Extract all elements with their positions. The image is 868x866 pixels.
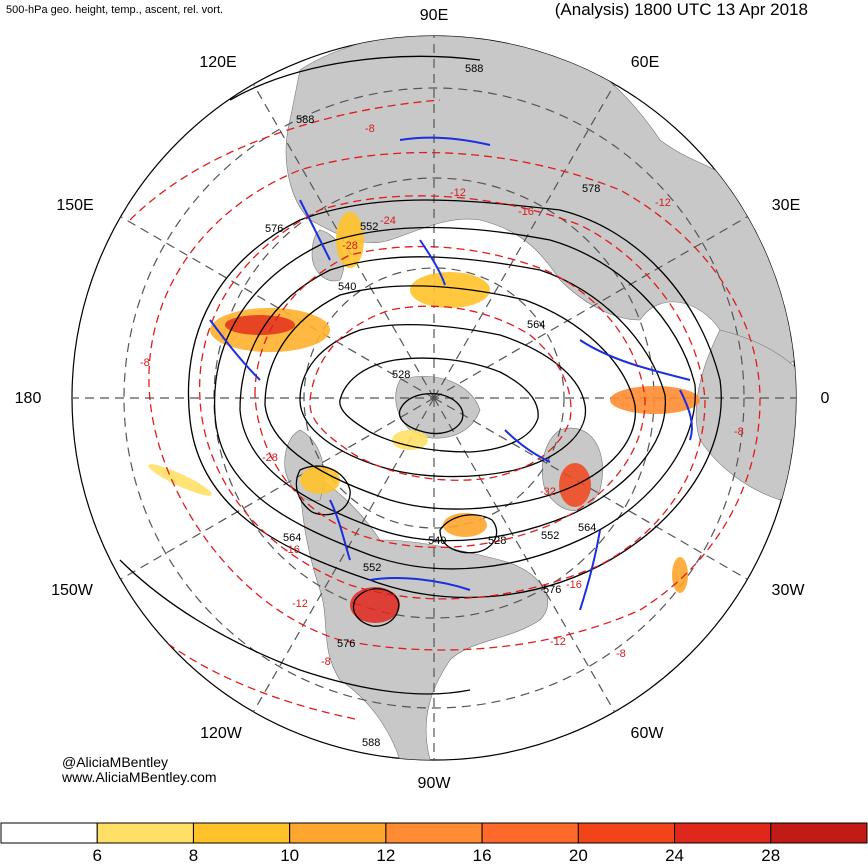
temperature-label: -12	[550, 636, 566, 648]
temperature-label: -8	[140, 357, 150, 369]
lon-label-60e: 60E	[631, 54, 659, 71]
colorbar-cell	[289, 822, 387, 844]
height-label: 564	[578, 522, 596, 534]
temperature-label: -28	[342, 240, 358, 252]
temperature-label: -8	[365, 123, 375, 135]
colorbar-tick-label: 16	[472, 846, 492, 865]
lon-label-150e: 150E	[56, 197, 93, 214]
lon-label-30e: 30E	[772, 197, 800, 214]
temperature-label: -12	[450, 187, 466, 199]
colorbar-cell	[770, 822, 868, 844]
credit-website: www.AliciaMBentley.com	[62, 769, 217, 785]
lon-label-120e: 120E	[199, 54, 236, 71]
colorbar-cell	[674, 822, 772, 844]
height-contours	[119, 55, 722, 695]
temperature-label: -16	[284, 544, 300, 556]
colorbar	[0, 822, 868, 844]
temperature-label: -24	[380, 215, 396, 227]
colorbar-cell	[385, 822, 483, 844]
temperature-label: -28	[262, 452, 278, 464]
vorticity-contours	[209, 136, 693, 611]
colorbar-tick-label: 8	[188, 846, 199, 865]
colorbar-tick-label: 12	[376, 846, 396, 865]
lon-label-150w: 150W	[51, 582, 94, 599]
height-label: 588	[296, 114, 314, 126]
credit-handle: @AliciaMBentley	[62, 754, 169, 770]
temperature-label: -12	[292, 598, 308, 610]
temperature-label: -8	[321, 656, 331, 668]
polar-stereographic-map: 588 588 576 552 540 528 564 578 564 540 …	[15, 7, 830, 792]
temperature-label: -8	[616, 648, 626, 660]
lon-label-60w: 60W	[631, 725, 665, 742]
height-label: 540	[428, 535, 446, 547]
colorbar-cell	[481, 822, 579, 844]
lon-label-120w: 120W	[200, 725, 243, 742]
longitude-labels: 90E 60E 30E 0 30W 60W 90W 120W 150W 180 …	[15, 7, 830, 792]
height-labels: 588 588 576 552 540 528 564 578 564 540 …	[265, 63, 600, 749]
colorbar-cell	[0, 822, 98, 844]
temperature-label: -12	[655, 197, 671, 209]
colorbar-cell	[192, 822, 291, 844]
lon-label-180: 180	[15, 390, 42, 407]
colorbar-tick-label: 20	[568, 846, 588, 865]
height-label: 528	[488, 535, 506, 547]
temperature-label: -32	[540, 486, 556, 498]
height-label: 552	[541, 530, 559, 542]
colorbar-tick-label: 6	[92, 846, 102, 865]
colorbar-cell	[96, 822, 194, 844]
height-label: 528	[392, 369, 410, 381]
height-label: 588	[362, 737, 380, 749]
land-arctic-islands	[395, 375, 481, 439]
lon-label-30w: 30W	[772, 582, 806, 599]
colorbar-cell	[577, 822, 676, 844]
height-label: 540	[338, 281, 356, 293]
height-label: 576	[265, 223, 283, 235]
colorbar-tick-label: 10	[280, 846, 300, 865]
height-label: 552	[360, 221, 378, 233]
height-label: 564	[527, 319, 545, 331]
temperature-label: -16	[566, 579, 582, 591]
colorbar-tick-label: 24	[665, 846, 685, 865]
lon-label-90e: 90E	[420, 7, 448, 24]
height-label: 578	[582, 183, 600, 195]
height-label: 588	[465, 63, 483, 75]
temperature-labels: -8 -8 -12 -16 -24 -28 -28 -32 -16 -12 -8…	[140, 123, 744, 668]
lon-label-0: 0	[821, 390, 830, 407]
height-label: 552	[363, 562, 381, 574]
map-title: (Analysis) 1800 UTC 13 Apr 2018	[554, 0, 808, 19]
temperature-label: -16	[518, 206, 534, 218]
map-subtitle: 500-hPa geo. height, temp., ascent, rel.…	[6, 4, 224, 16]
temperature-label: -8	[734, 426, 744, 438]
colorbar-tick-label: 28	[761, 846, 781, 865]
height-label: 564	[283, 532, 301, 544]
height-label: 576	[543, 584, 561, 596]
lon-label-90w: 90W	[418, 775, 452, 792]
height-label: 576	[337, 638, 355, 650]
land-north-america	[299, 469, 549, 760]
